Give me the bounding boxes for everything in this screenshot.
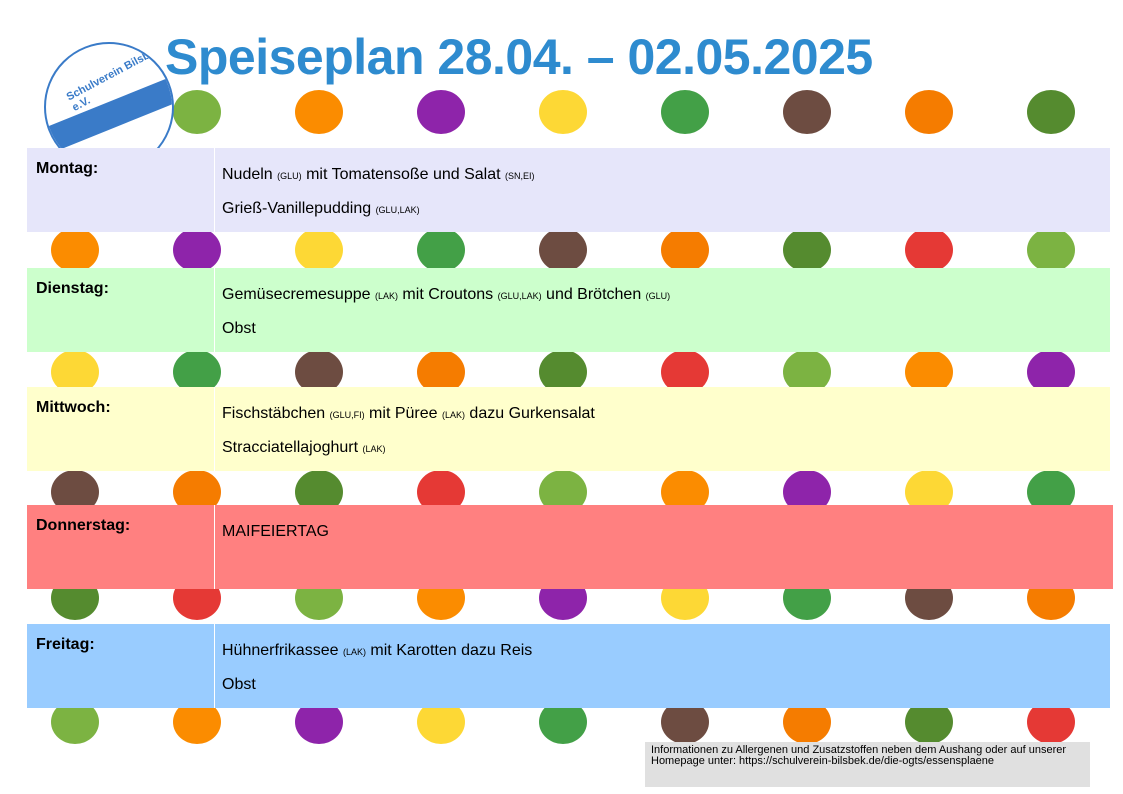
vegetable <box>51 700 99 744</box>
footnote: Informationen zu Allergenen und Zusatzst… <box>645 742 1090 787</box>
vegetable <box>417 228 465 272</box>
dish-text: Stracciatellajoghurt <box>222 439 363 456</box>
menu-line: Stracciatellajoghurt (LAK) <box>222 434 1110 468</box>
menu-line: MAIFEIERTAG <box>222 518 1113 552</box>
menu-line: Hühnerfrikassee (LAK) mit Karotten dazu … <box>222 637 1110 671</box>
day-menu: Hühnerfrikassee (LAK) mit Karotten dazu … <box>215 624 1110 708</box>
dish-text: Nudeln <box>222 166 278 183</box>
day-row: Mittwoch: Fischstäbchen (GLU,FI) mit Püre… <box>27 387 1110 471</box>
vegetable <box>661 470 709 514</box>
vegetable <box>51 228 99 272</box>
vegetable <box>173 350 221 394</box>
dish-text: und Brötchen <box>541 286 646 303</box>
vegetable <box>905 700 953 744</box>
vegetable <box>905 228 953 272</box>
vegetable <box>783 700 831 744</box>
dish-text: Grieß-Vanillepudding <box>222 200 376 217</box>
dish-text: Gemüsecremesuppe <box>222 286 375 303</box>
vegetable <box>295 228 343 272</box>
vegetable <box>1027 228 1075 272</box>
vegetable <box>905 470 953 514</box>
vegetable <box>539 470 587 514</box>
vegetable <box>417 350 465 394</box>
vegetable <box>295 700 343 744</box>
allergens: (GLU,FI) <box>329 410 365 420</box>
vegetable <box>295 350 343 394</box>
day-row: Donnerstag: MAIFEIERTAG <box>27 505 1113 589</box>
day-name: Dienstag: <box>27 268 215 352</box>
vegetable <box>783 350 831 394</box>
dish-text: mit Püree <box>364 405 442 422</box>
menu-line: Obst <box>222 671 1110 705</box>
dish-text: Obst <box>222 320 256 337</box>
vegetable <box>661 228 709 272</box>
dish-text: mit Tomatensoße und Salat <box>301 166 506 183</box>
vegetable <box>1027 90 1075 134</box>
vegetable <box>539 350 587 394</box>
vegetable <box>539 700 587 744</box>
day-menu: Fischstäbchen (GLU,FI) mit Püree (LAK) d… <box>215 387 1110 471</box>
allergens: (LAK) <box>441 410 465 420</box>
allergens: (GLU) <box>277 171 302 181</box>
menu-line: Fischstäbchen (GLU,FI) mit Püree (LAK) d… <box>222 400 1110 434</box>
vegetable <box>905 350 953 394</box>
vegetable <box>783 90 831 134</box>
vegetable <box>539 90 587 134</box>
dish-text: Obst <box>222 676 256 693</box>
dish-text: dazu Gurkensalat <box>464 405 595 422</box>
dish-text: Fischstäbchen <box>222 405 330 422</box>
dish-text: MAIFEIERTAG <box>222 523 329 540</box>
vegetable <box>661 700 709 744</box>
vegetable <box>51 350 99 394</box>
day-name: Mittwoch: <box>27 387 215 471</box>
day-row: Montag: Nudeln (GLU) mit Tomatensoße und … <box>27 148 1110 232</box>
menu-line: Obst <box>222 315 1110 349</box>
vegetable <box>295 90 343 134</box>
vegetable <box>173 228 221 272</box>
allergens: (GLU,LAK) <box>375 205 420 215</box>
day-name: Donnerstag: <box>27 505 215 589</box>
vegetable <box>173 90 221 134</box>
vegetable <box>173 700 221 744</box>
day-name: Montag: <box>27 148 215 232</box>
title: Speiseplan 28.04. – 02.05.2025 <box>165 29 873 85</box>
allergens: (LAK) <box>342 647 366 657</box>
vegetable <box>783 228 831 272</box>
vegetable <box>539 228 587 272</box>
menu-line: Nudeln (GLU) mit Tomatensoße und Salat (… <box>222 161 1110 195</box>
allergens: (GLU) <box>645 291 671 301</box>
vegetable <box>1027 350 1075 394</box>
vegetable <box>661 90 709 134</box>
vegetable <box>417 90 465 134</box>
allergens: (LAK) <box>374 291 398 301</box>
vegetable <box>1027 700 1075 744</box>
vegetable <box>1027 470 1075 514</box>
vegetable <box>905 90 953 134</box>
dish-text: mit Karotten dazu Reis <box>365 642 533 659</box>
menu-line: Gemüsecremesuppe (LAK) mit Croutons (GLU… <box>222 281 1110 315</box>
vegetable <box>51 470 99 514</box>
day-row: Dienstag: Gemüsecremesuppe (LAK) mit Crou… <box>27 268 1110 352</box>
menu-line: Grieß-Vanillepudding (GLU,LAK) <box>222 195 1110 229</box>
vegetable <box>295 470 343 514</box>
allergens: (GLU,LAK) <box>497 291 542 301</box>
day-menu: Nudeln (GLU) mit Tomatensoße und Salat (… <box>215 148 1110 232</box>
dish-text: Hühnerfrikassee <box>222 642 343 659</box>
day-name: Freitag: <box>27 624 215 708</box>
vegetable <box>783 470 831 514</box>
vegetable <box>417 470 465 514</box>
dish-text: mit Croutons <box>397 286 498 303</box>
allergens: (LAK) <box>362 444 386 454</box>
day-row: Freitag: Hühnerfrikassee (LAK) mit Karott… <box>27 624 1110 708</box>
vegetable <box>417 700 465 744</box>
allergens: (SN,EI) <box>505 171 535 181</box>
vegetable <box>661 350 709 394</box>
day-menu: Gemüsecremesuppe (LAK) mit Croutons (GLU… <box>215 268 1110 352</box>
day-menu: MAIFEIERTAG <box>215 505 1113 589</box>
vegetable <box>173 470 221 514</box>
